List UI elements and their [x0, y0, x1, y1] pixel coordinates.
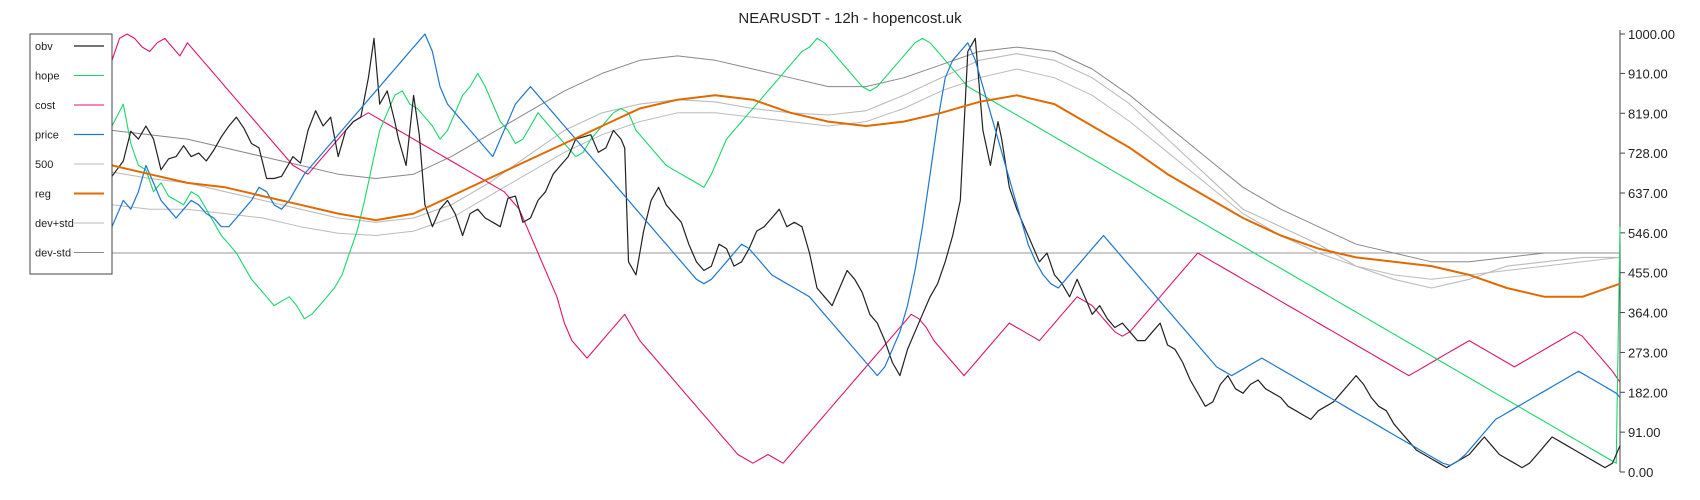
y-tick-label: 546.00: [1628, 226, 1668, 241]
series-line-dev-std: [111, 68, 1621, 280]
y-tick-label: 455.00: [1628, 266, 1668, 281]
legend-label: 500: [35, 159, 53, 171]
legend-label: dev+std: [35, 218, 74, 230]
y-tick-label: 273.00: [1628, 345, 1668, 360]
series-line-500: [111, 53, 1620, 289]
y-tick-label: 0.00: [1628, 465, 1653, 480]
chart-title: NEARUSDT - 12h - hopencost.uk: [738, 10, 962, 27]
y-tick-label: 819.00: [1628, 106, 1668, 121]
y-tick-label: 364.00: [1628, 306, 1668, 321]
legend: obv hope cost price 500 reg dev+std dev-std: [29, 33, 113, 275]
legend-label: reg: [35, 189, 51, 201]
legend-label: dev-std: [35, 248, 71, 260]
legend-label: hope: [35, 71, 59, 83]
series-line-reg: [111, 94, 1621, 298]
legend-box: [29, 33, 113, 275]
y-tick-label: 91.00: [1628, 425, 1661, 440]
legend-label: cost: [35, 100, 55, 112]
legend-label: price: [35, 130, 59, 142]
y-tick-label: 1000.00: [1628, 27, 1675, 42]
y-tick-label: 910.00: [1628, 66, 1668, 81]
series-line-cost: [111, 33, 1621, 464]
series-line-hope: [111, 37, 1621, 464]
legend-label: obv: [35, 41, 53, 53]
series-line-price: [111, 33, 1621, 466]
y-tick-label: 182.00: [1628, 385, 1668, 400]
y-tick-label: 728.00: [1628, 146, 1668, 161]
series-line-obv: [111, 37, 1621, 469]
series-line-dev-std: [111, 46, 1620, 263]
y-tick-label: 637.00: [1628, 186, 1668, 201]
